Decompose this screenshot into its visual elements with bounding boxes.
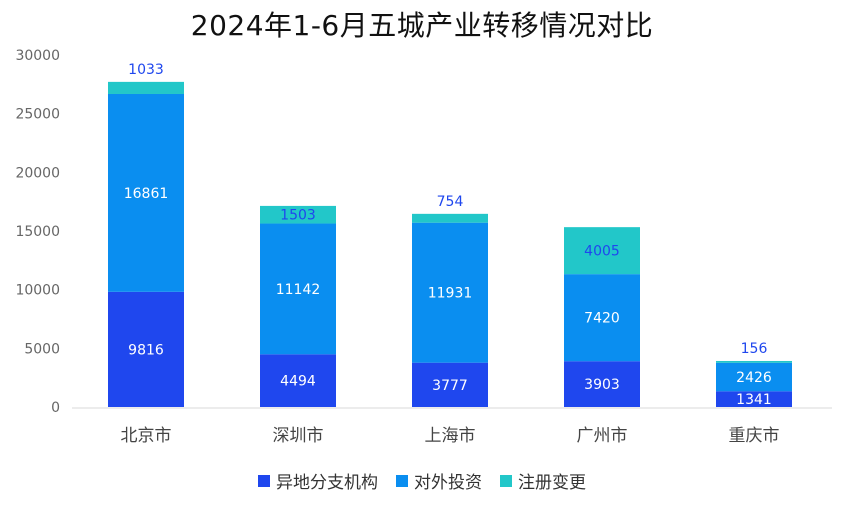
legend-item-foreign-investment[interactable]: 对外投资 (396, 468, 482, 493)
legend-swatch-remote-branch (258, 474, 270, 487)
data-label: 4005 (584, 244, 620, 260)
y-tick-label: 0 (51, 400, 60, 416)
y-tick-label: 30000 (15, 48, 60, 64)
y-tick-label: 5000 (24, 341, 60, 357)
bar-segment (564, 361, 640, 407)
data-label: 754 (437, 194, 464, 210)
data-label: 1033 (128, 62, 164, 78)
legend-item-remote-branch[interactable]: 异地分支机构 (258, 468, 378, 493)
data-label: 11142 (276, 282, 321, 298)
legend-item-registration-change[interactable]: 注册变更 (500, 468, 586, 493)
data-label: 11931 (428, 286, 473, 302)
data-label: 156 (741, 341, 768, 357)
data-label: 3777 (432, 378, 468, 394)
legend-swatch-foreign-investment (396, 474, 408, 487)
y-tick-label: 10000 (15, 283, 60, 299)
data-label: 1341 (736, 392, 772, 408)
bar-segment (412, 213, 488, 223)
bar-segment (108, 93, 184, 292)
bar-segment (260, 354, 336, 407)
y-tick-label: 25000 (15, 107, 60, 123)
bar-segment (716, 391, 792, 407)
y-tick-label: 15000 (15, 224, 60, 240)
x-tick-label: 上海市 (425, 426, 476, 446)
y-tick-label: 20000 (15, 165, 60, 181)
bar-segment (260, 223, 336, 355)
x-tick-label: 广州市 (577, 426, 628, 446)
bar-segment (260, 205, 336, 224)
bar-segment (108, 81, 184, 94)
data-label: 16861 (124, 186, 169, 202)
data-label: 1503 (280, 208, 316, 224)
data-label: 9816 (128, 342, 164, 358)
chart-title: 2024年1-6月五城产业转移情况对比 (190, 9, 654, 42)
bar-segment (412, 362, 488, 407)
bar-segment (716, 362, 792, 392)
x-tick-label: 重庆市 (729, 426, 780, 446)
bar-segment (108, 291, 184, 407)
bar-segment (716, 360, 792, 363)
x-tick-label: 北京市 (121, 426, 172, 446)
data-label: 3903 (584, 377, 620, 393)
bar-segment (564, 274, 640, 362)
legend: 异地分支机构 对外投资 注册变更 (0, 468, 844, 493)
data-label: 7420 (584, 311, 620, 327)
data-label: 4494 (280, 374, 316, 390)
x-tick-label: 深圳市 (273, 426, 324, 446)
legend-label-registration-change: 注册变更 (518, 473, 586, 493)
legend-label-foreign-investment: 对外投资 (414, 473, 482, 493)
legend-swatch-registration-change (500, 474, 512, 487)
data-label: 2426 (736, 370, 772, 386)
bar-segment (564, 227, 640, 275)
legend-label-remote-branch: 异地分支机构 (276, 473, 378, 493)
bar-segment (412, 222, 488, 363)
